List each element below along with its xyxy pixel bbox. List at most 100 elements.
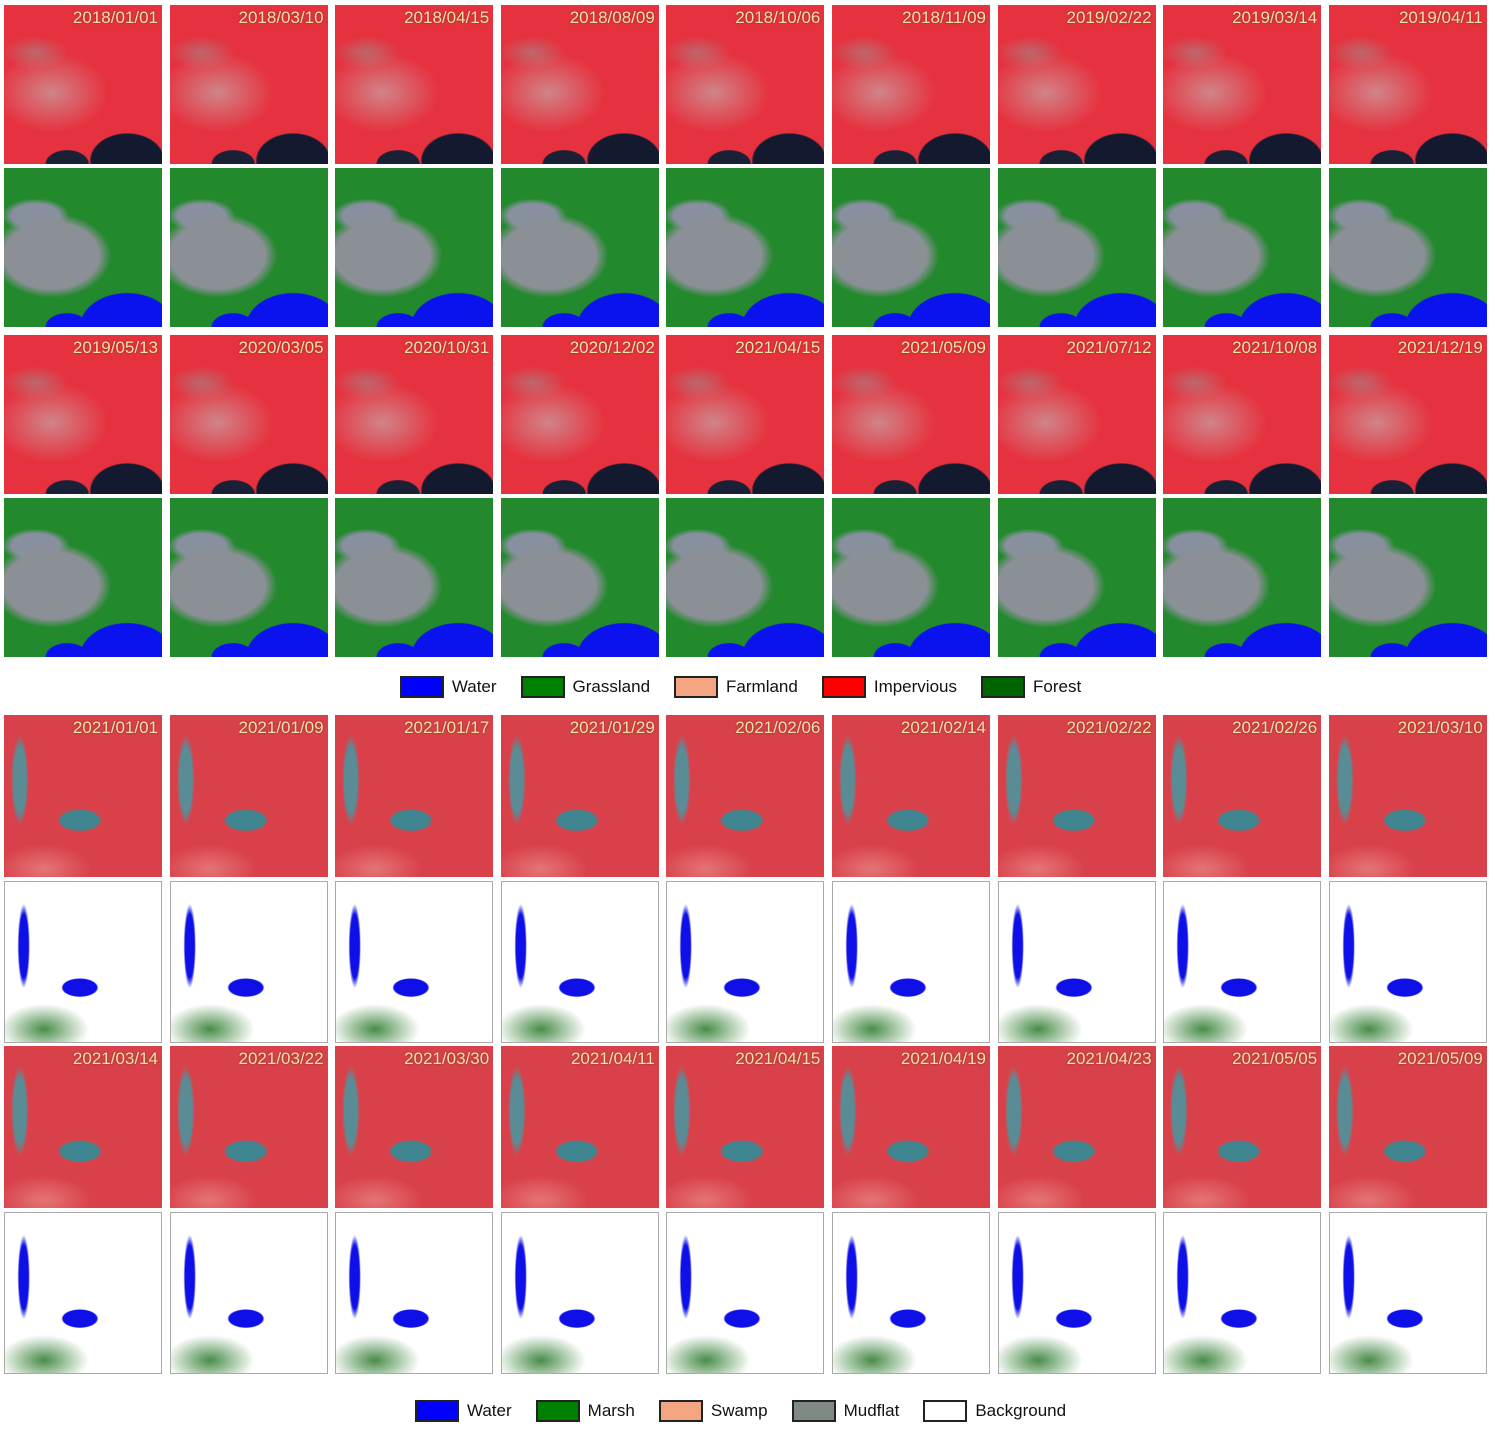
classification-map	[500, 1212, 659, 1374]
classification-map	[500, 168, 659, 327]
false-color-image: 2019/03/14	[1163, 5, 1322, 164]
false-color-image: 2020/12/02	[500, 335, 659, 494]
date-label: 2018/01/01	[72, 8, 158, 27]
classification-map	[666, 881, 825, 1043]
classification-map	[169, 881, 328, 1043]
legend-label: Water	[451, 677, 497, 696]
classification-map	[832, 881, 990, 1043]
false-color-image: 2018/10/06	[666, 5, 825, 164]
date-label: 2021/05/05	[1232, 1049, 1318, 1068]
classification-map	[4, 498, 162, 657]
false-color-image: 2021/07/12	[997, 335, 1156, 494]
legend-swatch	[520, 676, 565, 698]
false-color-image: 2021/01/09	[169, 715, 328, 877]
date-label: 2019/05/13	[72, 338, 158, 357]
false-color-image: 2021/03/14	[4, 1046, 162, 1208]
legend: Water Grassland Farmland Impervious Forest	[0, 676, 1495, 698]
classification-map	[1328, 881, 1487, 1043]
legend-swatch	[658, 1400, 703, 1422]
date-label: 2021/04/15	[735, 1049, 821, 1068]
legend-label: Farmland	[726, 677, 798, 696]
classification-map	[4, 168, 162, 327]
date-label: 2021/07/12	[1066, 338, 1152, 357]
classification-map	[1328, 1212, 1487, 1374]
false-color-image: 2021/01/01	[4, 715, 162, 877]
false-color-image: 2021/01/17	[335, 715, 494, 877]
false-color-image: 2021/04/19	[832, 1046, 990, 1208]
false-color-image: 2018/08/09	[500, 5, 659, 164]
false-color-image: 2021/04/15	[666, 1046, 825, 1208]
legend-swatch	[923, 1400, 968, 1422]
false-color-image: 2021/10/08	[1163, 335, 1322, 494]
legend-item: Mudflat	[791, 1400, 899, 1422]
legend-swatch	[821, 676, 866, 698]
false-color-image: 2021/02/14	[832, 715, 990, 877]
classification-map	[666, 1212, 825, 1374]
legend-label: Water	[466, 1401, 512, 1420]
date-label: 2021/10/08	[1232, 338, 1318, 357]
false-color-image: 2021/01/29	[500, 715, 659, 877]
legend-label: Marsh	[587, 1401, 635, 1420]
false-color-image: 2021/05/09	[1328, 1046, 1487, 1208]
date-label: 2018/08/09	[569, 8, 655, 27]
date-label: 2018/10/06	[735, 8, 821, 27]
false-color-image: 2020/10/31	[335, 335, 494, 494]
date-label: 2019/03/14	[1232, 8, 1318, 27]
legend-item: Water	[414, 1400, 512, 1422]
legend-label: Forest	[1032, 677, 1082, 696]
false-color-image: 2021/03/22	[169, 1046, 328, 1208]
false-color-image: 2021/05/05	[1163, 1046, 1322, 1208]
legend-item: Water	[399, 676, 497, 698]
classification-map	[500, 881, 659, 1043]
legend-swatch	[791, 1400, 836, 1422]
false-color-image: 2019/05/13	[4, 335, 162, 494]
date-label: 2018/04/15	[404, 8, 490, 27]
legend-item: Farmland	[674, 676, 798, 698]
legend-swatch	[674, 676, 719, 698]
classification-map	[666, 498, 825, 657]
legend-swatch	[535, 1400, 580, 1422]
classification-map	[832, 168, 990, 327]
legend-item: Background	[923, 1400, 1066, 1422]
date-label: 2021/05/09	[900, 338, 986, 357]
date-label: 2019/02/22	[1066, 8, 1152, 27]
false-color-image: 2021/12/19	[1328, 335, 1487, 494]
legend-item: Grassland	[520, 676, 651, 698]
date-label: 2021/03/22	[238, 1049, 324, 1068]
false-color-image: 2021/02/06	[666, 715, 825, 877]
false-color-image: 2018/11/09	[832, 5, 990, 164]
date-label: 2021/01/09	[238, 718, 324, 737]
legend-item: Forest	[980, 676, 1082, 698]
classification-map	[997, 1212, 1156, 1374]
legend-swatch	[980, 676, 1025, 698]
date-label: 2018/11/09	[902, 8, 986, 27]
false-color-image: 2021/04/15	[666, 335, 825, 494]
date-label: 2020/12/02	[569, 338, 655, 357]
false-color-image: 2021/03/10	[1328, 715, 1487, 877]
date-label: 2021/04/11	[570, 1049, 655, 1068]
date-label: 2018/03/10	[238, 8, 324, 27]
legend-label: Grassland	[572, 677, 651, 696]
classification-map	[169, 498, 328, 657]
classification-map	[666, 168, 825, 327]
classification-map	[997, 168, 1156, 327]
false-color-image: 2021/02/22	[997, 715, 1156, 877]
classification-map	[335, 168, 494, 327]
date-label: 2021/01/01	[72, 718, 158, 737]
date-label: 2021/05/09	[1397, 1049, 1483, 1068]
date-label: 2021/02/22	[1066, 718, 1152, 737]
classification-map	[1163, 498, 1322, 657]
classification-map	[832, 498, 990, 657]
date-label: 2021/04/19	[900, 1049, 986, 1068]
legend-label: Background	[975, 1401, 1067, 1420]
classification-map	[335, 498, 494, 657]
date-label: 2021/01/29	[569, 718, 655, 737]
classification-map	[4, 1212, 162, 1374]
false-color-image: 2018/04/15	[335, 5, 494, 164]
date-label: 2021/02/26	[1232, 718, 1318, 737]
legend-swatch	[399, 676, 444, 698]
classification-map	[169, 168, 328, 327]
classification-map	[1163, 881, 1322, 1043]
classification-map	[500, 498, 659, 657]
